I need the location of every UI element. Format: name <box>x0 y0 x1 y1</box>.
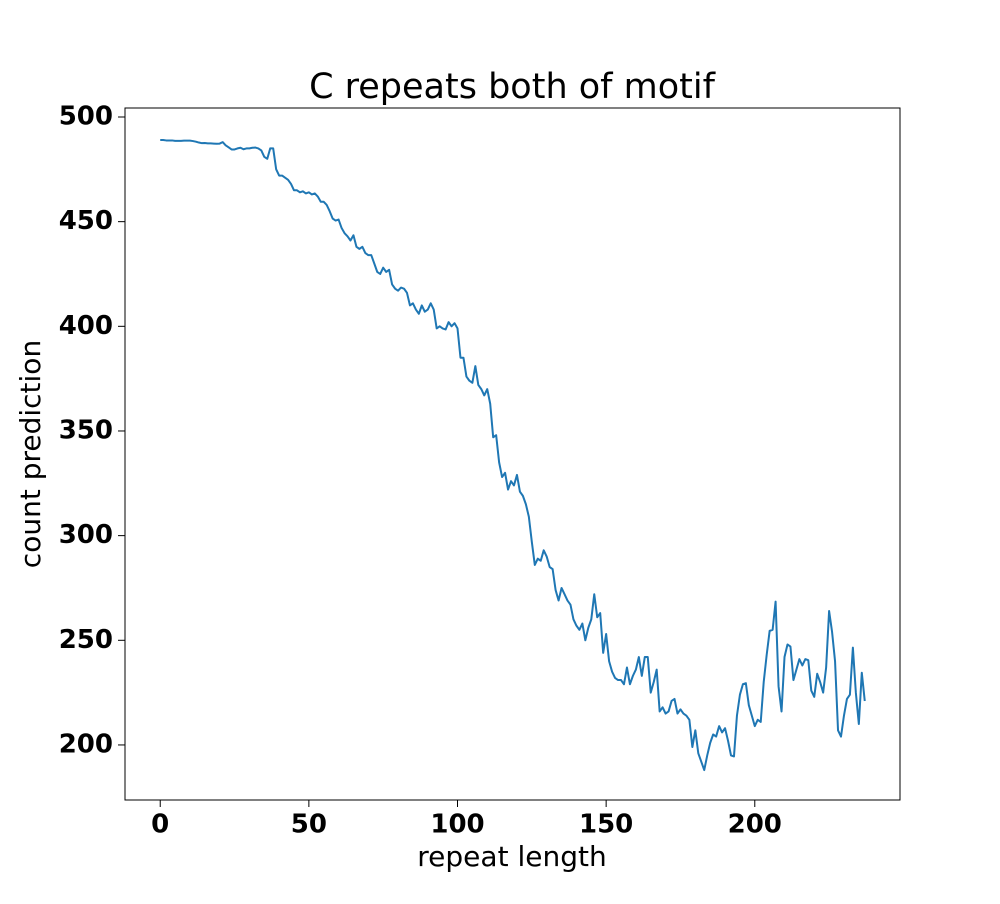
chart-title: C repeats both of motif <box>309 67 715 107</box>
y-tick-label: 350 <box>59 415 113 445</box>
x-tick-label: 150 <box>579 810 633 840</box>
x-tick-label: 100 <box>430 810 484 840</box>
y-axis-label: count prediction <box>14 340 47 568</box>
x-tick-label: 200 <box>728 810 782 840</box>
x-tick-label: 50 <box>291 810 327 840</box>
y-tick-label: 250 <box>59 625 113 655</box>
y-tick-label: 400 <box>59 311 113 341</box>
plot-frame <box>124 107 901 801</box>
data-line <box>160 139 866 772</box>
x-axis-label: repeat length <box>417 840 606 873</box>
y-tick-label: 450 <box>59 206 113 236</box>
y-tick-label: 200 <box>59 729 113 759</box>
x-tick-label: 0 <box>151 810 169 840</box>
y-tick-label: 300 <box>59 520 113 550</box>
y-tick-label: 500 <box>59 102 113 132</box>
